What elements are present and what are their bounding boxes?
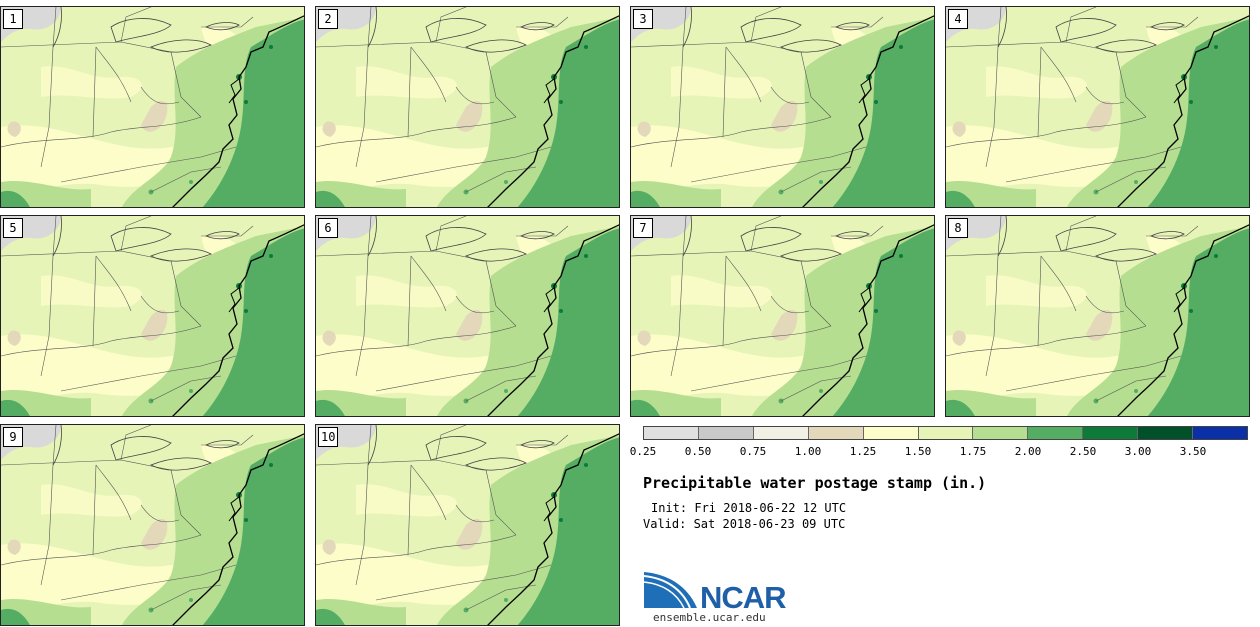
colorbar-segment	[644, 427, 699, 439]
colorbar-tick-label: 1.25	[849, 445, 877, 458]
stamp-panel: 9	[0, 424, 305, 626]
stamp-panel: 4	[945, 6, 1250, 208]
colorbar-tick-label: 1.50	[904, 445, 932, 458]
member-label: 6	[318, 218, 338, 238]
colorbar-ticks: 0.25 0.50 0.75 1.00 1.25 1.50 1.75 2.00 2.50 3.00…	[617, 445, 1260, 461]
member-label: 5	[3, 218, 23, 238]
member-label: 1	[3, 9, 23, 29]
colorbar-segment	[918, 427, 974, 439]
pw-map	[946, 216, 1249, 416]
pw-map	[1, 7, 304, 207]
colorbar-tick-label: 0.50	[684, 445, 712, 458]
stamp-panel: 5	[0, 215, 305, 417]
colorbar-tick-label: 1.75	[959, 445, 987, 458]
init-time: Init: Fri 2018-06-22 12 UTC	[651, 501, 847, 515]
colorbar-segment	[1028, 427, 1084, 439]
colorbar-segment	[753, 427, 809, 439]
stamp-panel: 6	[315, 215, 620, 417]
colorbar-segment	[1083, 427, 1139, 439]
member-label: 10	[318, 427, 339, 447]
pw-map	[316, 216, 619, 416]
ncar-logo-text: NCAR	[700, 580, 787, 615]
colorbar-tick-label: 3.50	[1179, 445, 1207, 458]
site-url: ensemble.ucar.edu	[653, 611, 766, 624]
colorbar-segment	[1193, 427, 1247, 439]
pw-map	[1, 216, 304, 416]
pw-map	[946, 7, 1249, 207]
colorbar-tick-label: 3.00	[1124, 445, 1152, 458]
colorbar-segment	[808, 427, 864, 439]
colorbar-tick-label: 0.75	[739, 445, 767, 458]
stamp-panel: 8	[945, 215, 1250, 417]
member-label: 9	[3, 427, 23, 447]
colorbar-tick-label: 2.00	[1014, 445, 1042, 458]
ncar-logo-icon	[643, 572, 697, 609]
stamp-panel: 7	[630, 215, 935, 417]
colorbar-segment	[698, 427, 754, 439]
member-label: 2	[318, 9, 338, 29]
member-label: 7	[633, 218, 653, 238]
member-label: 8	[948, 218, 968, 238]
pw-map	[631, 216, 934, 416]
member-label: 4	[948, 9, 968, 29]
stamp-panel: 10	[315, 424, 620, 626]
colorbar-segment	[863, 427, 919, 439]
colorbar	[643, 426, 1248, 440]
colorbar-segment	[1138, 427, 1194, 439]
pw-map	[1, 425, 304, 625]
colorbar-tick-label: 0.25	[629, 445, 657, 458]
colorbar-tick-label: 2.50	[1069, 445, 1097, 458]
stamp-panel: 3	[630, 6, 935, 208]
stamp-panel: 2	[315, 6, 620, 208]
colorbar-segment	[973, 427, 1029, 439]
pw-map	[631, 7, 934, 207]
member-label: 3	[633, 9, 653, 29]
stamp-panel: 1	[0, 6, 305, 208]
figure-title: Precipitable water postage stamp (in.)	[643, 474, 987, 492]
valid-time: Valid: Sat 2018-06-23 09 UTC	[643, 517, 846, 531]
colorbar-tick-label: 1.00	[794, 445, 822, 458]
pw-map	[316, 7, 619, 207]
pw-map	[316, 425, 619, 625]
